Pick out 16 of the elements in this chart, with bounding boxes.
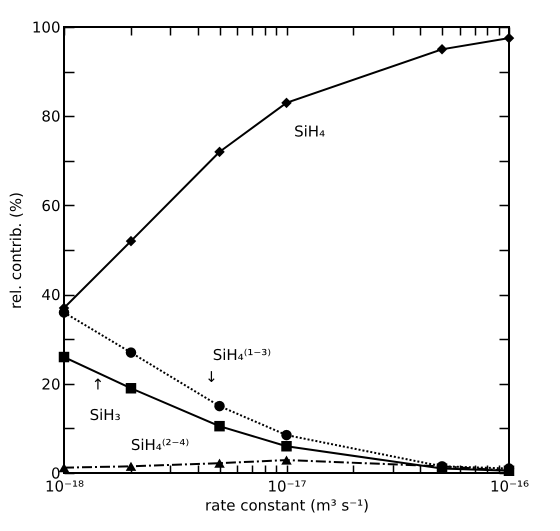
text: SiH₄⁽¹⁻³⁾ — [212, 346, 271, 364]
y-tick-label: 100 — [32, 18, 60, 36]
x-tick-label: 10⁻¹⁶ — [490, 478, 530, 496]
series-label: SiH₄⁽²⁻⁴⁾ — [130, 436, 190, 454]
y-tick-label: 80 — [41, 108, 60, 126]
x-tick-label: 10⁻¹⁸ — [44, 478, 84, 496]
y-tick-label: 20 — [41, 375, 60, 394]
y-axis-title: rel. contrib. (%) — [6, 192, 25, 309]
x-tick-label: 10⁻¹⁷ — [267, 478, 307, 496]
series-label: SiH₄ — [294, 122, 326, 140]
y-tick-label: 60 — [41, 196, 60, 215]
series-label: SiH₃ — [90, 406, 121, 424]
annotation: ↓ — [205, 368, 218, 386]
annotation: ↑ — [92, 376, 104, 394]
x-axis-title: rate constant (m³ s⁻¹) — [204, 496, 370, 514]
y-tick-label: 40 — [41, 286, 60, 304]
